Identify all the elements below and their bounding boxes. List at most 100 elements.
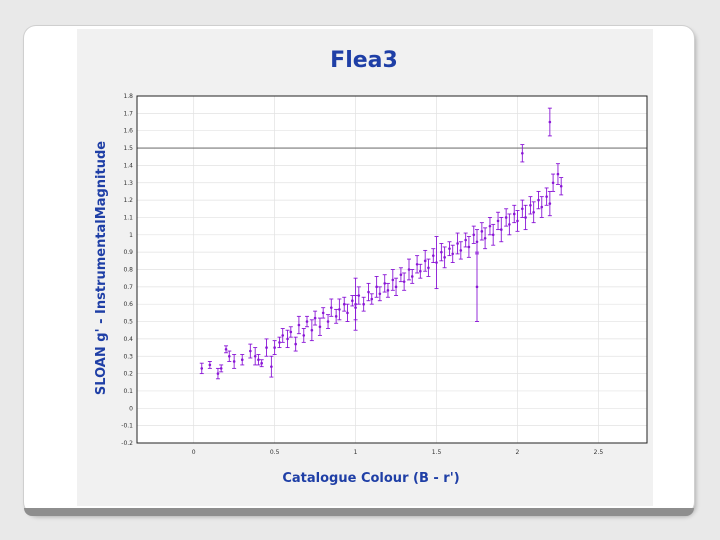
y-tick-label: 1.2 (123, 197, 133, 204)
data-point (391, 278, 395, 282)
data-point (443, 256, 446, 259)
data-point (529, 204, 532, 207)
y-tick-label: 1.4 (123, 162, 133, 169)
data-point (508, 223, 511, 226)
data-point (338, 308, 341, 311)
data-point (351, 299, 354, 303)
data-point (273, 346, 276, 349)
data-point (219, 367, 223, 370)
data-point (249, 349, 252, 353)
y-tick-label: 0.1 (123, 388, 133, 395)
data-point (216, 372, 220, 375)
data-point (448, 247, 451, 250)
data-point (310, 328, 314, 332)
data-point (524, 216, 527, 219)
x-tick-label: 0.5 (270, 449, 280, 456)
x-tick-label: 1.5 (432, 449, 442, 456)
data-point (415, 262, 419, 266)
y-axis-label: SLOAN g' - InstrumentalMagnitude (94, 141, 109, 395)
data-point (419, 269, 422, 273)
data-point (431, 254, 435, 257)
data-point (512, 212, 516, 216)
data-point (407, 268, 411, 271)
data-point (410, 275, 414, 278)
data-point (551, 181, 555, 185)
data-point (253, 354, 257, 358)
slide-bottom-bar (24, 508, 694, 516)
data-point (297, 323, 301, 327)
data-point (516, 219, 519, 223)
data-point (342, 302, 346, 306)
data-point (270, 365, 273, 368)
data-point (240, 358, 244, 362)
y-tick-label: -0.2 (121, 440, 133, 447)
y-tick-label: 0 (129, 405, 133, 412)
data-point (334, 315, 338, 318)
data-point (559, 184, 563, 188)
data-point (491, 233, 495, 237)
y-tick-label: 0.5 (123, 319, 133, 326)
data-point (227, 354, 231, 358)
data-point (294, 342, 297, 346)
data-point (464, 238, 467, 242)
data-point (480, 230, 484, 233)
data-point (260, 361, 263, 365)
data-point (378, 292, 382, 296)
data-point (548, 202, 552, 205)
y-tick-label: -0.1 (121, 423, 133, 430)
data-point (456, 242, 459, 245)
data-point (265, 346, 268, 349)
data-point (394, 285, 398, 289)
data-point (281, 334, 285, 337)
data-point (472, 233, 476, 237)
data-point (208, 363, 212, 367)
x-tick-label: 1 (354, 449, 358, 456)
data-point (357, 294, 361, 297)
data-point (224, 348, 228, 351)
data-point (386, 289, 390, 292)
data-point (402, 280, 406, 283)
data-point (362, 302, 365, 306)
data-point (537, 198, 540, 202)
data-point (496, 219, 500, 223)
data-point (305, 320, 309, 323)
y-tick-label: 0.8 (123, 267, 133, 274)
data-point (354, 302, 357, 306)
y-tick-label: 1.6 (123, 128, 133, 135)
data-point (278, 341, 281, 344)
data-point (232, 360, 236, 363)
data-point (521, 207, 524, 211)
data-point (540, 205, 544, 209)
data-point (302, 334, 306, 337)
data-point (375, 285, 378, 289)
data-point (467, 245, 471, 249)
data-point (318, 325, 322, 329)
data-point (475, 285, 479, 289)
data-point (451, 252, 455, 256)
y-tick-label: 1.3 (123, 180, 133, 187)
x-tick-label: 2.5 (594, 449, 604, 456)
y-tick-label: 0.7 (123, 284, 133, 291)
data-point (440, 250, 443, 254)
y-tick-label: 0.9 (123, 249, 133, 256)
y-tick-label: 1.5 (123, 145, 133, 152)
y-tick-label: 0.3 (123, 353, 133, 360)
data-point (383, 282, 387, 285)
data-point (257, 358, 260, 362)
data-point (427, 266, 430, 270)
data-point (346, 311, 349, 315)
y-tick-label: 0.2 (123, 371, 133, 378)
data-point (435, 261, 438, 264)
x-tick-label: 2 (516, 449, 520, 456)
y-tick-label: 1 (129, 232, 133, 239)
data-point (499, 228, 503, 231)
data-point (286, 337, 289, 341)
data-point (399, 273, 403, 277)
data-point (367, 290, 370, 294)
data-point (504, 216, 508, 219)
data-point (483, 236, 487, 240)
scatter-chart: Flea3 Catalogue Colour (B - r') SLOAN g'… (94, 48, 648, 486)
data-point (321, 311, 325, 315)
data-point (548, 120, 552, 124)
data-point (313, 316, 317, 320)
